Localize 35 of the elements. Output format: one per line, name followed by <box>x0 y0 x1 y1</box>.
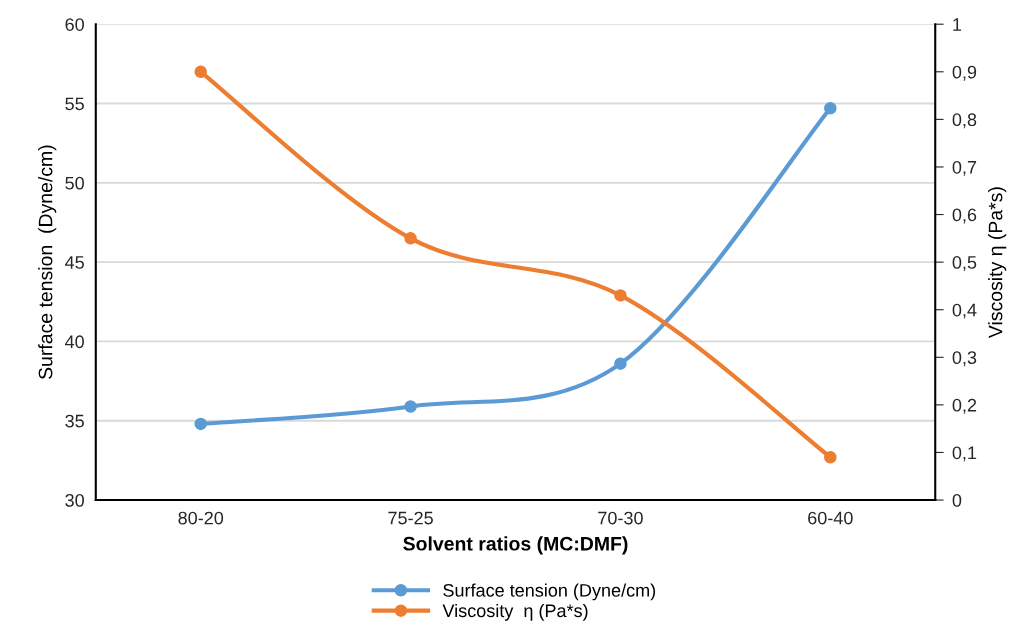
y-tick-label: 35 <box>65 414 84 428</box>
point <box>194 65 207 79</box>
x-tick-label: 70-30 <box>598 511 643 525</box>
y2-tick-label: 0 <box>952 493 962 507</box>
y2-tick-label: 0,6 <box>952 208 977 224</box>
y-tick-label: 55 <box>65 97 84 111</box>
point <box>614 357 627 370</box>
legend-label: Viscosity η (Pa*s) <box>442 603 588 621</box>
y-tick-label: 40 <box>65 335 84 349</box>
point <box>404 400 417 413</box>
y2-tick-label: 0,7 <box>952 160 977 176</box>
y2-tick-label: 0,9 <box>952 65 977 81</box>
y2-tick-label: 0,8 <box>952 113 977 129</box>
legend-label: Surface tension (Dyne/cm) <box>443 583 656 601</box>
x-tick-label: 80-20 <box>178 511 224 525</box>
y2-tick-label: 1 <box>953 18 962 31</box>
x-tick-label: 75-25 <box>388 511 433 525</box>
point <box>824 102 837 115</box>
point <box>824 450 837 464</box>
y-tick-label: 60 <box>65 18 84 31</box>
y2-tick-label: 0,2 <box>952 398 977 414</box>
y-tick-label: 30 <box>65 493 84 507</box>
y-axis-title: Surface tension (Dyne/cm) <box>38 145 57 380</box>
y2-tick-label: 0,5 <box>952 256 977 271</box>
x-axis-title: Solvent ratios (MC:DMF) <box>403 536 628 555</box>
y-tick-label: 45 <box>65 256 84 269</box>
y2-tick-label: 0,3 <box>952 351 977 367</box>
y-tick-label: 50 <box>65 176 84 190</box>
point <box>404 232 417 245</box>
point <box>194 417 207 431</box>
y2-axis-title: Viscosity η (Pa*s) <box>988 187 1007 339</box>
y2-tick-label: 0,1 <box>952 446 977 462</box>
y2-tick-label: 0,4 <box>952 303 977 319</box>
x-tick-label: 60-40 <box>808 511 853 525</box>
point <box>614 289 627 302</box>
